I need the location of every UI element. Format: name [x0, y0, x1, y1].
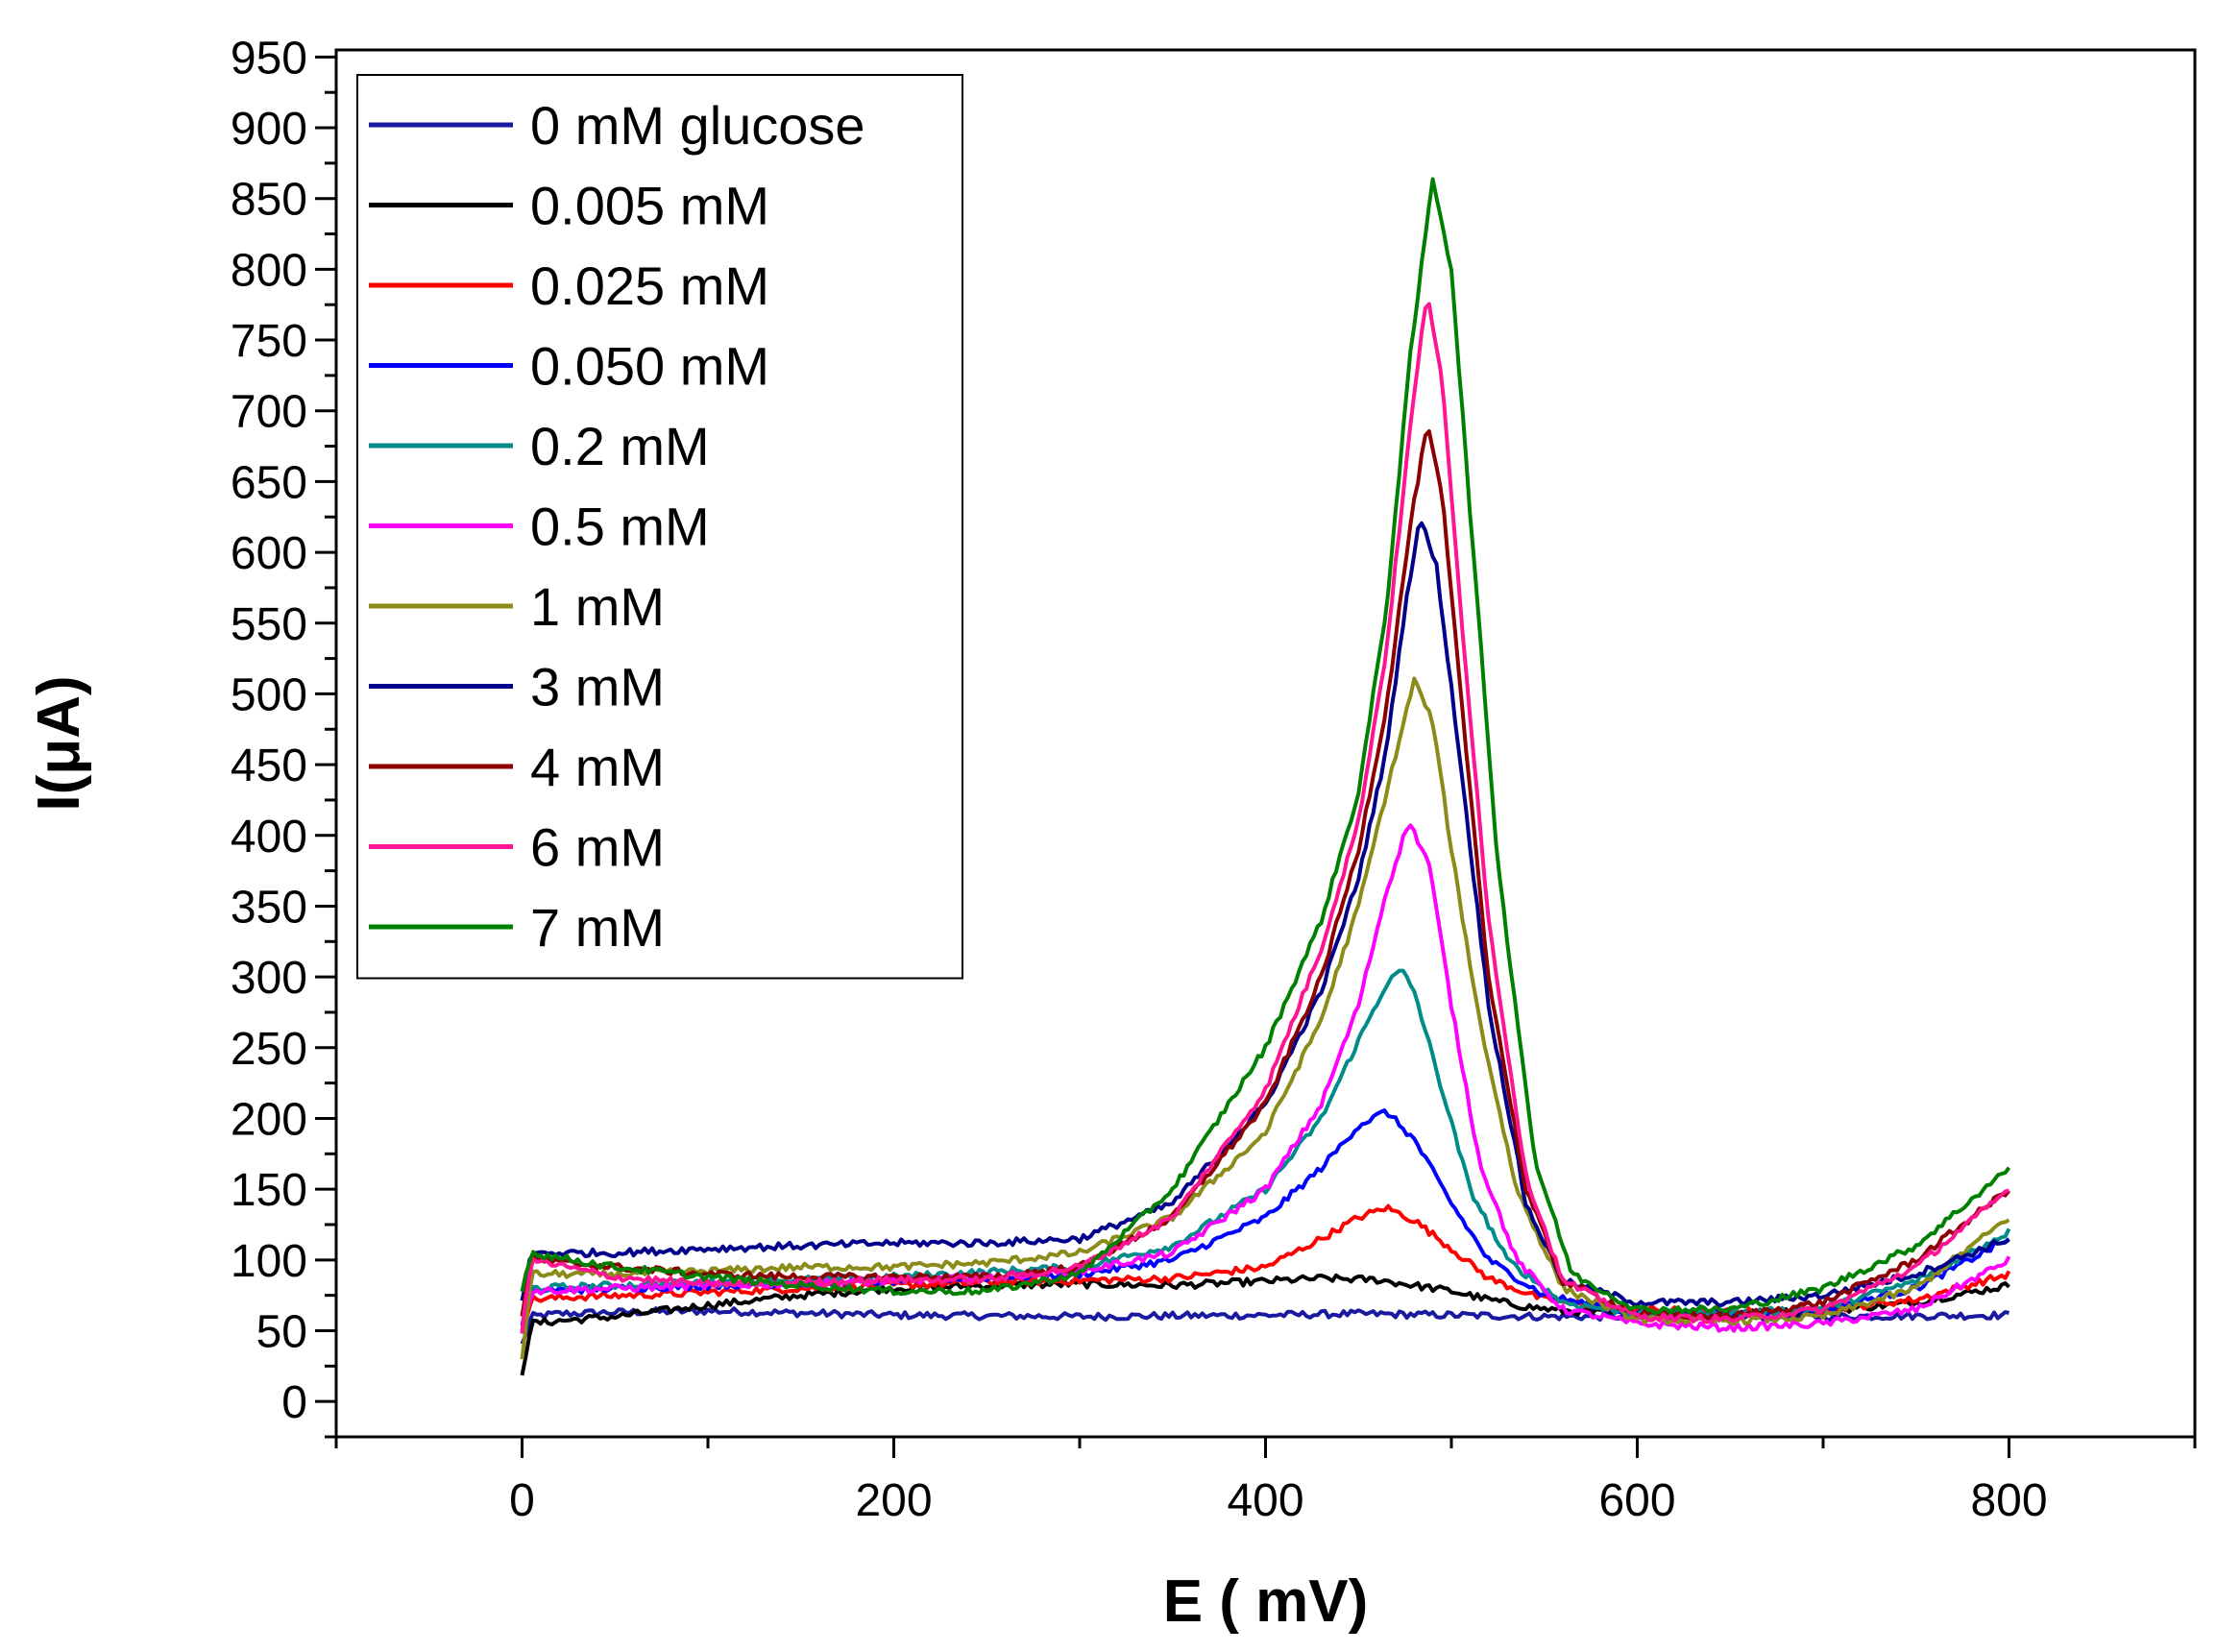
- legend-label: 6 mM: [530, 817, 665, 878]
- legend-label: 7 mM: [530, 897, 665, 958]
- legend-label: 0 mM glucose: [530, 95, 865, 156]
- legend-label: 3 mM: [530, 657, 665, 717]
- legend-label: 4 mM: [530, 737, 665, 797]
- legend-label: 1 mM: [530, 576, 665, 637]
- y-tick-label: 600: [231, 528, 307, 579]
- y-tick-label: 700: [231, 387, 307, 438]
- y-tick-label: 900: [231, 104, 307, 155]
- y-tick-label: 200: [231, 1094, 307, 1145]
- y-tick-label: 100: [231, 1236, 307, 1287]
- legend-label: 0.025 mM: [530, 255, 769, 316]
- legend-label: 0.050 mM: [530, 336, 769, 397]
- legend-label: 0.5 mM: [530, 497, 710, 557]
- legend: 0 mM glucose 0.005 mM 0.025 mM 0.050 mM 0.2 …: [356, 74, 963, 980]
- y-tick-label: 300: [231, 953, 307, 1004]
- y-tick-label: 750: [231, 316, 307, 367]
- y-tick-label: 550: [231, 599, 307, 650]
- y-tick-label: 0: [281, 1377, 307, 1428]
- y-tick-label: 450: [231, 741, 307, 791]
- legend-label: 0.005 mM: [530, 176, 769, 236]
- series-layer: [520, 177, 2011, 1376]
- y-tick-label: 150: [231, 1165, 307, 1216]
- legend-box: [356, 74, 963, 980]
- x-tick-label: 800: [1970, 1475, 2047, 1526]
- y-tick-label: 250: [231, 1024, 307, 1075]
- y-tick-label: 500: [231, 669, 307, 720]
- series-line-10: [520, 177, 2011, 1315]
- y-tick-label: 50: [256, 1306, 307, 1357]
- y-tick-label: 800: [231, 245, 307, 296]
- axes-layer: 0 50 100 150 200 250 300 350 400 450 500 550 600 650 7…: [231, 33, 2197, 1526]
- y-tick-label: 350: [231, 882, 307, 933]
- x-tick-label: 0: [509, 1475, 535, 1526]
- x-tick-label: 600: [1598, 1475, 1675, 1526]
- x-axis-title: E ( mV): [1163, 1568, 1369, 1635]
- y-tick-label: 850: [231, 175, 307, 226]
- y-tick-label: 400: [231, 812, 307, 862]
- y-tick-label: 950: [231, 33, 307, 84]
- y-tick-label: 650: [231, 457, 307, 508]
- series-line-8: [520, 429, 2011, 1322]
- legend-label: 0.2 mM: [530, 416, 710, 476]
- x-tick-label: 200: [855, 1475, 932, 1526]
- y-axis-title: I(μA): [26, 675, 92, 811]
- x-tick-label: 400: [1227, 1475, 1303, 1526]
